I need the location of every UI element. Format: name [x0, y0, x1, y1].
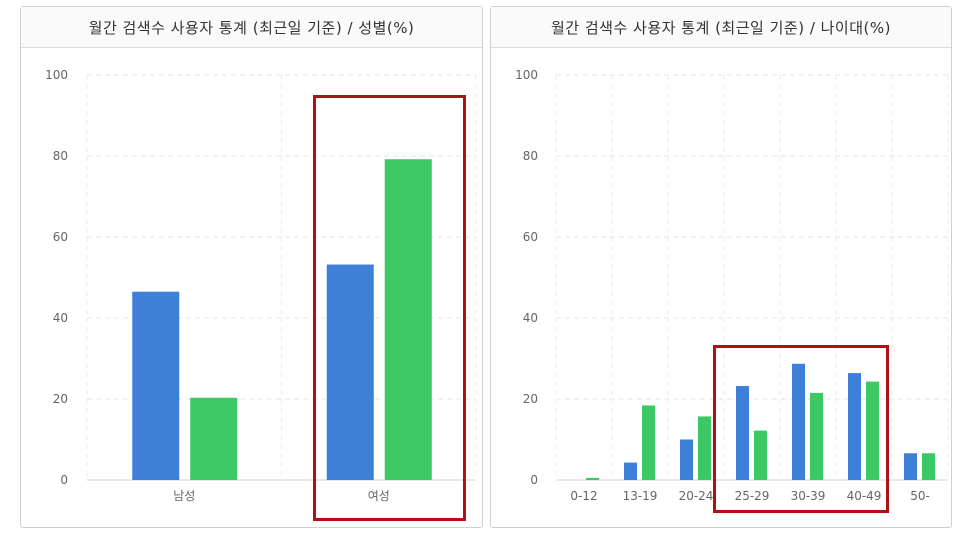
gender-bar-여성-series-1	[326, 264, 374, 480]
age-chart-title: 월간 검색수 사용자 통계 (최근일 기준) / 나이대(%)	[491, 7, 951, 48]
gender-y-tick-label: 0	[60, 473, 68, 487]
gender-chart-title: 월간 검색수 사용자 통계 (최근일 기준) / 성별(%)	[21, 7, 482, 48]
age-bar-13-19-series-2	[642, 405, 655, 480]
gender-bar-남성-series-2	[190, 397, 238, 480]
age-bar-30-39-series-1	[792, 363, 805, 480]
age-bar-30-39-series-2	[810, 392, 823, 480]
age-bar-20-24-series-2	[698, 416, 711, 480]
gender-y-tick-label: 80	[53, 149, 68, 163]
gender-y-tick-label: 20	[53, 392, 68, 406]
age-bar-13-19-series-1	[624, 462, 637, 480]
age-bar-40-49-series-2	[866, 381, 879, 480]
gender-x-category-label: 여성	[368, 489, 390, 503]
age-x-category-label: 13-19	[623, 489, 658, 503]
age-bar-20-24-series-1	[680, 439, 693, 480]
age-x-category-label: 0-12	[570, 489, 597, 503]
gender-y-tick-label: 60	[53, 230, 68, 244]
age-bar-40-49-series-1	[848, 373, 861, 480]
age-bar-50--series-1	[904, 453, 917, 480]
gender-bar-여성-series-2	[384, 159, 432, 481]
age-y-tick-label: 80	[523, 149, 538, 163]
gender-y-tick-label: 100	[45, 68, 68, 82]
age-x-category-label: 30-39	[791, 489, 826, 503]
age-x-category-label: 25-29	[735, 489, 770, 503]
age-y-tick-label: 40	[523, 311, 538, 325]
age-bar-25-29-series-2	[754, 430, 767, 480]
age-bar-0-12-series-2	[586, 477, 599, 480]
age-x-category-label: 50-	[910, 489, 930, 503]
age-y-tick-label: 20	[523, 392, 538, 406]
age-y-tick-label: 60	[523, 230, 538, 244]
age-y-tick-label: 100	[515, 68, 538, 82]
gender-bar-남성-series-1	[132, 291, 180, 480]
age-bar-50--series-2	[922, 453, 935, 480]
gender-y-tick-label: 40	[53, 311, 68, 325]
age-y-tick-label: 0	[530, 473, 538, 487]
gender-x-category-label: 남성	[173, 489, 195, 503]
age-x-category-label: 40-49	[847, 489, 882, 503]
age-x-category-label: 20-24	[679, 489, 714, 503]
age-bar-25-29-series-1	[736, 386, 749, 480]
